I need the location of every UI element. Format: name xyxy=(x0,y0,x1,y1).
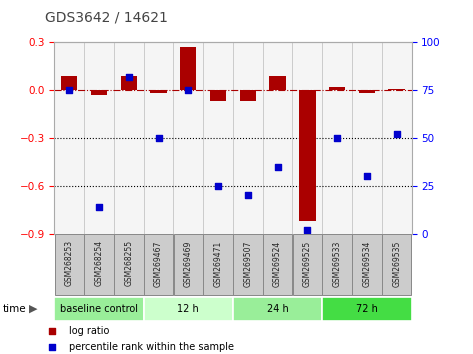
Bar xyxy=(299,90,315,221)
Point xyxy=(49,328,56,334)
Point xyxy=(214,183,222,189)
Point xyxy=(363,173,371,179)
Point xyxy=(65,87,73,93)
FancyBboxPatch shape xyxy=(54,234,84,295)
Bar xyxy=(121,76,137,90)
Point xyxy=(125,74,132,80)
Bar xyxy=(61,76,78,90)
Text: 12 h: 12 h xyxy=(177,304,199,314)
Bar xyxy=(180,47,196,90)
Text: GSM269467: GSM269467 xyxy=(154,240,163,287)
FancyBboxPatch shape xyxy=(174,234,203,295)
FancyBboxPatch shape xyxy=(144,297,233,321)
Text: 72 h: 72 h xyxy=(356,304,378,314)
Point xyxy=(95,204,103,210)
Point xyxy=(184,87,192,93)
FancyBboxPatch shape xyxy=(263,234,292,295)
Text: GSM268253: GSM268253 xyxy=(65,240,74,286)
FancyBboxPatch shape xyxy=(233,297,322,321)
Bar xyxy=(240,90,256,101)
Text: 24 h: 24 h xyxy=(267,304,289,314)
Bar xyxy=(150,90,167,93)
Text: GSM269524: GSM269524 xyxy=(273,240,282,286)
Point xyxy=(304,227,311,233)
Point xyxy=(49,344,56,350)
FancyBboxPatch shape xyxy=(54,297,144,321)
Text: percentile rank within the sample: percentile rank within the sample xyxy=(69,342,234,352)
Bar xyxy=(359,90,375,93)
FancyBboxPatch shape xyxy=(293,234,322,295)
Text: GSM269507: GSM269507 xyxy=(243,240,252,287)
Point xyxy=(333,135,341,141)
FancyBboxPatch shape xyxy=(382,234,412,295)
Text: GSM269525: GSM269525 xyxy=(303,240,312,286)
Text: GSM268255: GSM268255 xyxy=(124,240,133,286)
Text: baseline control: baseline control xyxy=(60,304,138,314)
Text: GSM269471: GSM269471 xyxy=(214,240,223,286)
FancyBboxPatch shape xyxy=(322,297,412,321)
Bar xyxy=(210,90,226,101)
Text: ▶: ▶ xyxy=(29,304,38,314)
FancyBboxPatch shape xyxy=(323,234,352,295)
FancyBboxPatch shape xyxy=(233,234,263,295)
Bar xyxy=(91,90,107,95)
Text: GDS3642 / 14621: GDS3642 / 14621 xyxy=(45,11,168,25)
Bar xyxy=(270,76,286,90)
Bar xyxy=(329,87,345,90)
FancyBboxPatch shape xyxy=(84,234,114,295)
Point xyxy=(393,131,401,137)
Bar xyxy=(388,88,405,90)
Text: time: time xyxy=(2,304,26,314)
FancyBboxPatch shape xyxy=(203,234,233,295)
Point xyxy=(274,164,281,170)
FancyBboxPatch shape xyxy=(144,234,173,295)
FancyBboxPatch shape xyxy=(352,234,382,295)
Point xyxy=(155,135,162,141)
Text: GSM269469: GSM269469 xyxy=(184,240,193,287)
FancyBboxPatch shape xyxy=(114,234,143,295)
Text: GSM268254: GSM268254 xyxy=(95,240,104,286)
Point xyxy=(244,193,252,198)
Text: GSM269535: GSM269535 xyxy=(392,240,401,287)
Text: GSM269533: GSM269533 xyxy=(333,240,342,287)
Text: log ratio: log ratio xyxy=(69,326,109,336)
Text: GSM269534: GSM269534 xyxy=(362,240,371,287)
